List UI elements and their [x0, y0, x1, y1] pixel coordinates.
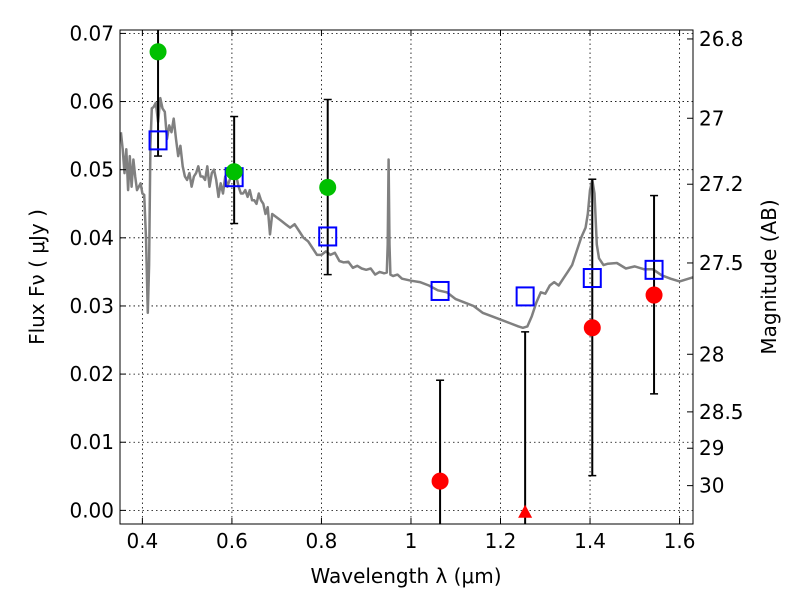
magnitude-tick-label: 28.5	[699, 400, 744, 424]
model-band-square	[644, 259, 664, 280]
upper-limit-triangle	[518, 504, 533, 518]
x-tick-label: 1	[405, 529, 418, 553]
x-tick-label: 1.4	[574, 529, 606, 553]
y-tick-label: 0.04	[69, 226, 114, 250]
markers	[148, 43, 664, 518]
observed-point-green	[225, 163, 243, 181]
x-tick-label: 0.6	[216, 529, 248, 553]
magnitude-tick-label: 27.2	[699, 172, 744, 196]
y-tick-label: 0.02	[69, 362, 114, 386]
model-band-square	[148, 130, 168, 151]
x-tick-label: 1.2	[485, 529, 517, 553]
magnitude-tick-label: 27	[699, 106, 724, 130]
magnitude-tick-label: 30	[699, 474, 724, 498]
observed-point-green	[319, 178, 337, 196]
x-tick-label: 0.8	[306, 529, 338, 553]
y-tick-label: 0.01	[69, 430, 114, 454]
x-axis-label: Wavelength λ (μm)	[310, 564, 501, 588]
x-tick-label: 1.6	[664, 529, 696, 553]
model-band-square	[515, 286, 535, 307]
y-tick-label: 0.05	[69, 158, 114, 182]
magnitude-tick-label: 27.5	[699, 251, 744, 275]
right-axis-label: Magnitude (AB)	[757, 199, 781, 354]
error-bar	[436, 379, 445, 524]
model-band-square	[318, 226, 338, 247]
magnitude-tick-label: 26.8	[699, 27, 744, 51]
observed-point-green	[149, 43, 167, 61]
model-band-square	[582, 268, 602, 289]
y-axis-label: Flux Fν ( μJy )	[25, 209, 49, 345]
model-band-square	[430, 280, 450, 301]
error-bar	[521, 331, 530, 524]
observed-point-red	[583, 319, 601, 337]
y-tick-label: 0.03	[69, 294, 114, 318]
magnitude-tick-label: 28	[699, 342, 724, 366]
magnitude-tick-label: 29	[699, 436, 724, 460]
observed-point-red	[645, 286, 663, 304]
y-tick-label: 0.06	[69, 90, 114, 114]
plot-frame	[119, 29, 694, 525]
x-tick-label: 0.4	[126, 529, 158, 553]
y-tick-label: 0.00	[69, 498, 114, 522]
y-tick-label: 0.07	[69, 21, 114, 45]
plot-background	[120, 30, 693, 524]
observed-point-red	[431, 472, 449, 490]
ticks: 0.4 0.6 0.8 1 1.2 1.4 1.6 0.00 0.01 0.02 0.03 0.04 0…	[69, 21, 743, 553]
